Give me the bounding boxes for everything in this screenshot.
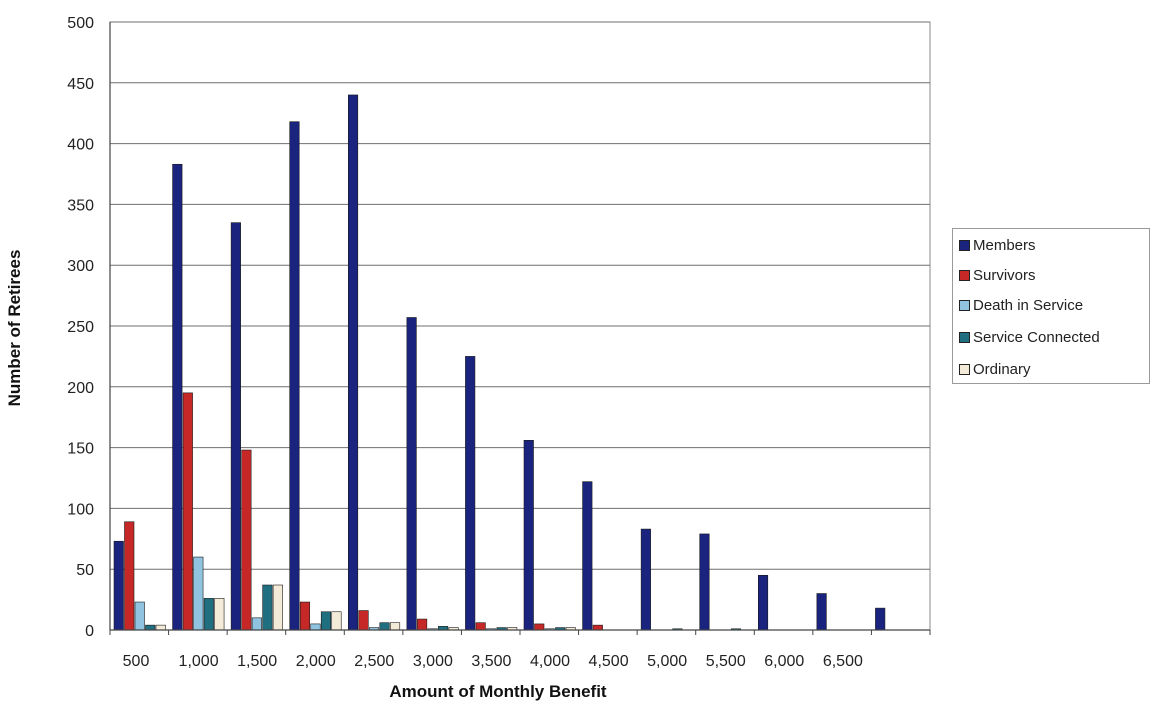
x-tick-label: 2,000 bbox=[296, 653, 336, 670]
y-tick-label: 300 bbox=[67, 258, 94, 275]
legend-label: Survivors bbox=[973, 266, 1036, 284]
bar-members bbox=[816, 593, 827, 631]
bar-survivors bbox=[475, 622, 486, 631]
y-tick-label: 100 bbox=[67, 501, 94, 518]
bar-ordinary bbox=[389, 622, 401, 631]
legend-swatch bbox=[959, 239, 970, 251]
bar-survivors bbox=[182, 392, 193, 631]
bar-members bbox=[875, 607, 886, 631]
x-tick-label: 1,000 bbox=[179, 653, 219, 670]
x-tick-label: 6,500 bbox=[823, 653, 863, 670]
bar-service-connected bbox=[379, 622, 390, 631]
x-tick-label: 5,000 bbox=[647, 653, 687, 670]
x-tick-label: 4,000 bbox=[530, 653, 570, 670]
bar-service-connected bbox=[262, 584, 273, 631]
legend-label: Service Connected bbox=[973, 328, 1100, 346]
legend-label: Death in Service bbox=[973, 296, 1084, 314]
legend-item-service-connected: Service Connected bbox=[959, 327, 1100, 347]
legend-item-ordinary: Ordinary bbox=[959, 359, 1031, 379]
legend-label: Ordinary bbox=[973, 360, 1031, 378]
legend-item-death-in-service: Death in Service bbox=[959, 295, 1083, 315]
x-tick-label: 3,500 bbox=[471, 653, 511, 670]
bar-death-in-service bbox=[193, 556, 204, 631]
legend-swatch bbox=[959, 363, 970, 375]
bar-members bbox=[523, 440, 534, 631]
bar-members bbox=[230, 222, 241, 631]
y-axis-title: Number of Retirees bbox=[5, 250, 24, 407]
bar-members bbox=[757, 574, 769, 631]
x-tick-label: 3,000 bbox=[413, 653, 453, 670]
y-tick-label: 250 bbox=[67, 319, 94, 336]
bar-members bbox=[172, 163, 183, 631]
bar-survivors bbox=[534, 623, 545, 631]
y-tick-label: 500 bbox=[67, 15, 94, 32]
legend-item-members: Members bbox=[959, 235, 1036, 255]
bar-members bbox=[347, 94, 359, 631]
bar-ordinary bbox=[331, 611, 342, 631]
y-tick-label: 350 bbox=[67, 197, 94, 214]
bar-survivors bbox=[124, 521, 135, 631]
x-tick-label: 4,500 bbox=[589, 653, 629, 670]
bar-ordinary bbox=[272, 584, 283, 631]
bar-members bbox=[465, 356, 476, 631]
x-tick-label: 500 bbox=[123, 653, 150, 670]
bar-members bbox=[406, 317, 417, 631]
legend: Members Survivors Death in Service Servi… bbox=[952, 228, 1150, 384]
bar-members bbox=[582, 481, 593, 631]
bar-death-in-service bbox=[310, 623, 321, 631]
legend-label: Members bbox=[973, 236, 1036, 254]
y-tick-label: 200 bbox=[67, 380, 94, 397]
bar-members bbox=[640, 528, 651, 631]
bar-survivors bbox=[241, 449, 252, 631]
bar-members bbox=[289, 121, 300, 631]
y-tick-label: 50 bbox=[76, 562, 94, 579]
bar-ordinary bbox=[214, 598, 225, 631]
legend-swatch bbox=[959, 269, 970, 281]
y-tick-label: 400 bbox=[67, 137, 94, 154]
bar-death-in-service bbox=[134, 601, 145, 631]
bar-service-connected bbox=[320, 611, 332, 631]
bar-survivors bbox=[417, 618, 428, 631]
bar-ordinary bbox=[155, 624, 166, 631]
y-tick-label: 450 bbox=[67, 76, 94, 93]
x-axis-title: Amount of Monthly Benefit bbox=[389, 682, 607, 701]
x-tick-label: 5,500 bbox=[706, 653, 746, 670]
legend-item-survivors: Survivors bbox=[959, 265, 1036, 285]
bar-survivors bbox=[592, 624, 603, 631]
y-tick-label: 150 bbox=[67, 441, 94, 458]
bar-service-connected bbox=[145, 624, 156, 631]
bar-survivors bbox=[299, 601, 311, 631]
bar-members bbox=[113, 540, 124, 631]
bar-survivors bbox=[358, 610, 369, 631]
bar-service-connected bbox=[203, 598, 214, 631]
bar-members bbox=[699, 533, 710, 631]
legend-swatch bbox=[959, 331, 970, 343]
y-tick-label: 0 bbox=[85, 623, 94, 640]
legend-swatch bbox=[959, 299, 970, 311]
x-tick-label: 2,500 bbox=[354, 653, 394, 670]
x-tick-label: 6,000 bbox=[764, 653, 804, 670]
x-tick-label: 1,500 bbox=[237, 653, 277, 670]
bar-death-in-service bbox=[251, 617, 262, 631]
